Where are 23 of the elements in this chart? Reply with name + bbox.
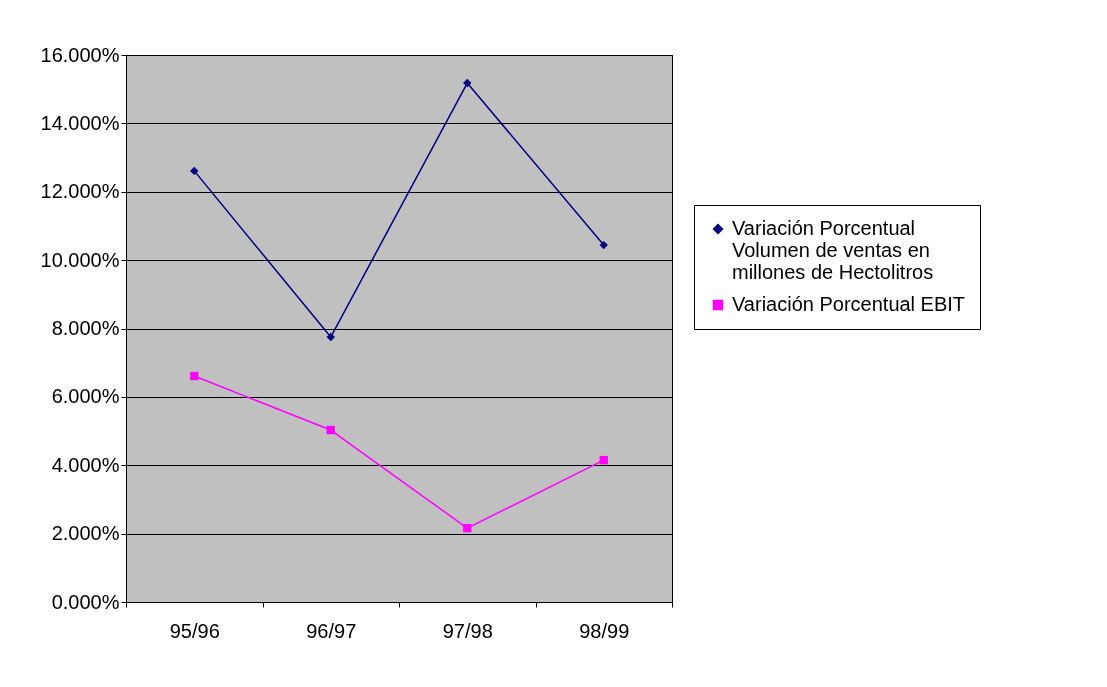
y-tick-label: 8.000%: [51, 317, 120, 339]
point: [599, 240, 608, 250]
point: [326, 425, 335, 435]
legend-label: Variación Porcentual Volumen de ventas en millones de Hectolitros: [732, 217, 934, 283]
point: [599, 455, 608, 465]
y-tick-label: 16.000%: [40, 43, 120, 66]
x-tick-label: 98/99: [579, 619, 630, 642]
x-tick-label: 97/98: [442, 619, 493, 642]
y-tick-label: 10.000%: [40, 248, 120, 271]
y-tick-label: 4.000%: [51, 453, 120, 476]
point: [326, 332, 335, 342]
y-tick-label: 0.000%: [51, 590, 120, 613]
y-tick-label: 12.000%: [40, 180, 120, 203]
point: [190, 371, 199, 381]
legend-label: Variación Porcentual EBIT: [732, 293, 966, 315]
y-tick-label: 2.000%: [51, 522, 120, 545]
x-tick-label: 95/96: [169, 619, 220, 642]
point: [463, 523, 472, 533]
y-tick-label: 6.000%: [51, 385, 120, 408]
point: [463, 78, 472, 88]
y-tick-label: 14.000%: [40, 111, 120, 134]
point: [190, 166, 199, 176]
x-tick-label: 96/97: [306, 619, 357, 642]
